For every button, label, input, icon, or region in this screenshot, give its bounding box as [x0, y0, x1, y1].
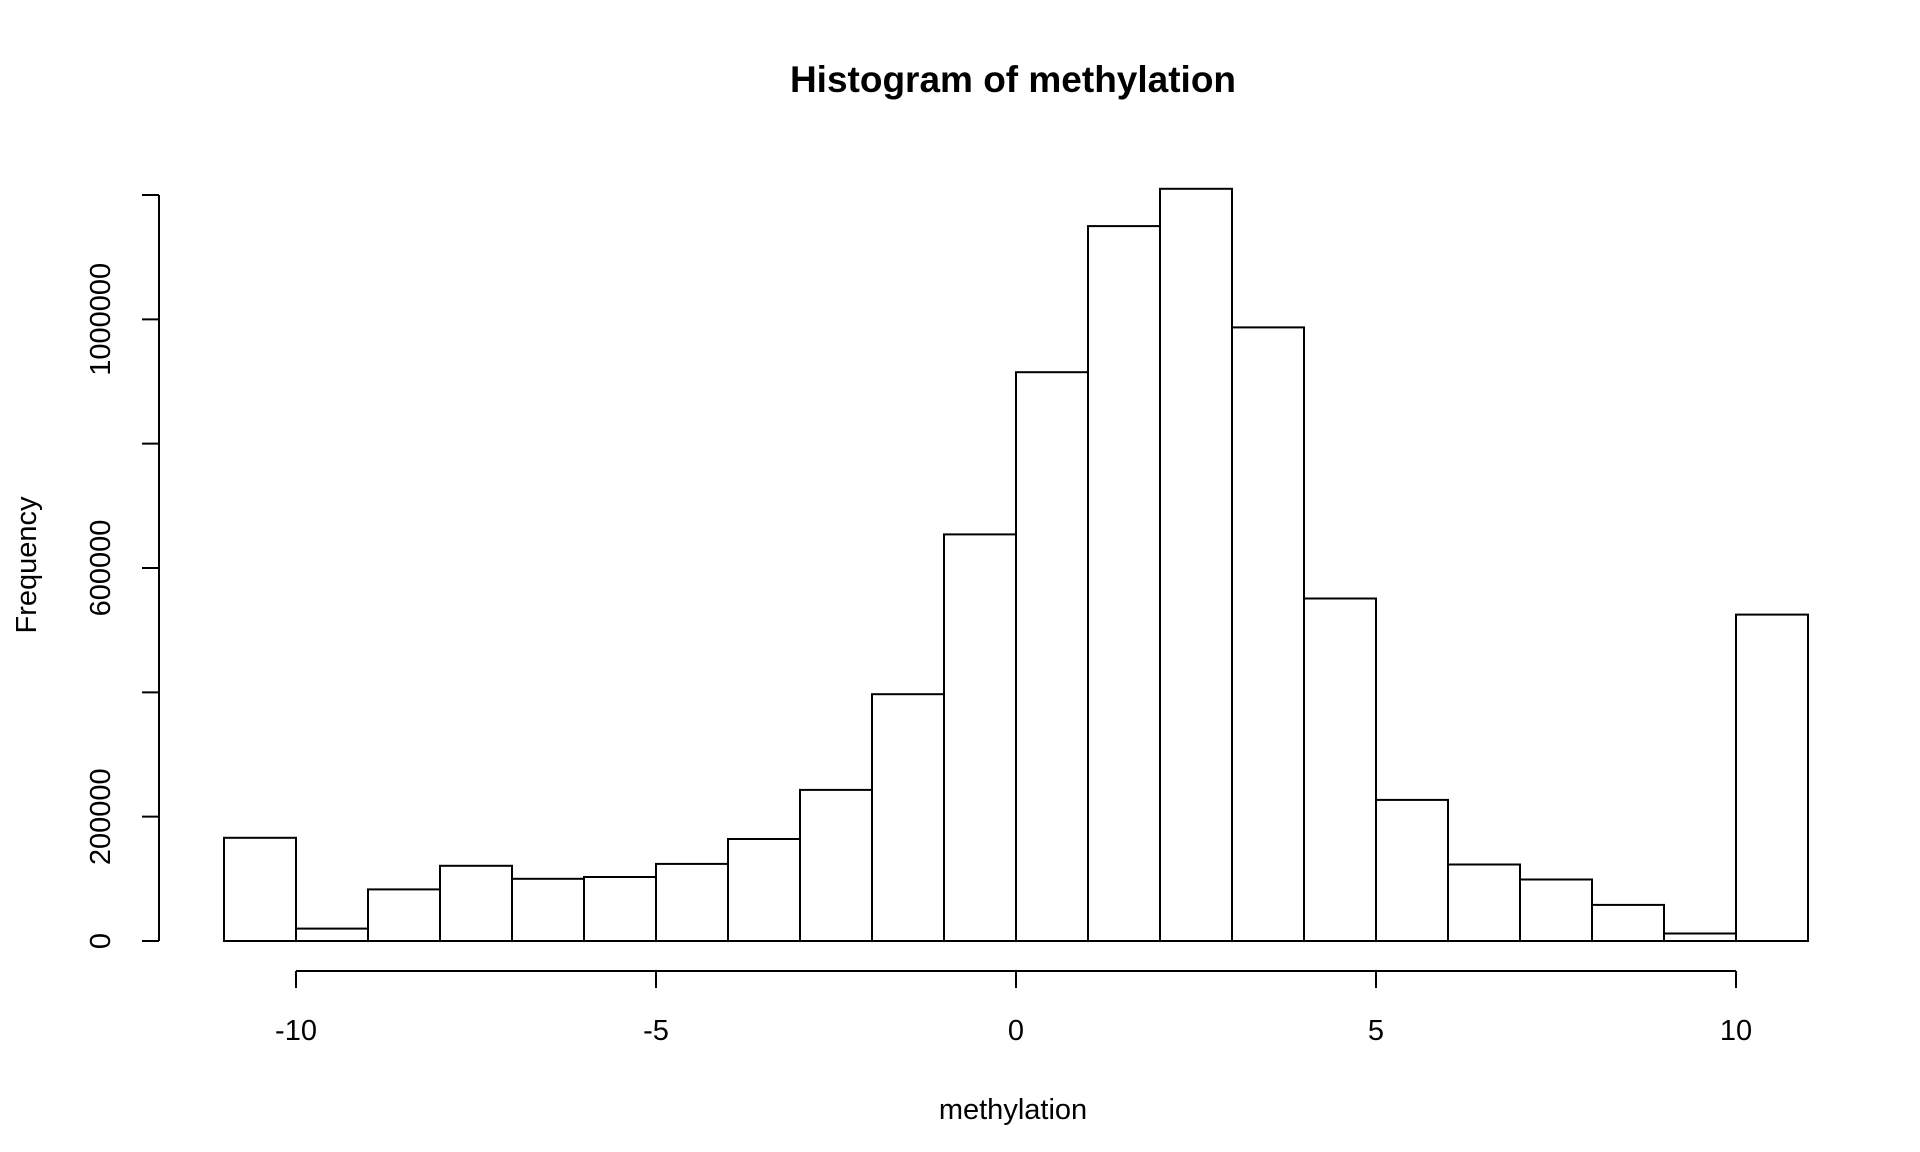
- histogram-bar: [1015, 371, 1089, 942]
- histogram-bar: [1735, 613, 1809, 942]
- y-tick-label: 200000: [85, 768, 117, 865]
- x-tick-label: 0: [1008, 1015, 1024, 1047]
- histogram-bars: [223, 187, 1809, 943]
- histogram-bar: [871, 693, 945, 943]
- x-tick-label: 5: [1368, 1015, 1384, 1047]
- histogram-bar: [1663, 932, 1737, 942]
- y-axis-label: Frequency: [11, 496, 43, 634]
- y-tick-label: 0: [85, 933, 117, 949]
- histogram-bar: [943, 533, 1017, 943]
- histogram-bar: [1519, 878, 1593, 942]
- histogram-bar: [655, 862, 729, 943]
- y-tick-label: 600000: [85, 520, 117, 617]
- y-axis: 0 200000 600000 1000000: [85, 194, 160, 949]
- x-tick-label: -5: [643, 1015, 669, 1047]
- histogram-bar: [583, 876, 657, 942]
- histogram-bar: [511, 877, 585, 942]
- histogram-bar: [799, 788, 873, 943]
- x-tick-label: -10: [275, 1015, 317, 1047]
- histogram-bar: [727, 838, 801, 942]
- histogram-bar: [1303, 597, 1377, 942]
- histogram-bar: [1231, 326, 1305, 942]
- histogram-bar: [295, 927, 369, 942]
- histogram-bar: [1591, 903, 1665, 943]
- histogram-bar: [1375, 798, 1449, 943]
- histogram-bar: [1159, 187, 1233, 943]
- chart-title: Histogram of methylation: [790, 59, 1236, 100]
- x-tick-label: 10: [1720, 1015, 1752, 1047]
- histogram-bar: [1447, 863, 1521, 942]
- histogram-bar: [439, 864, 513, 942]
- x-axis: -10 -5 0 5 10: [275, 970, 1752, 1047]
- histogram-bar: [1087, 225, 1161, 943]
- x-axis-label: methylation: [939, 1094, 1087, 1126]
- histogram-bar: [223, 836, 297, 942]
- y-tick-label: 1000000: [85, 263, 117, 376]
- histogram-bar: [367, 888, 441, 943]
